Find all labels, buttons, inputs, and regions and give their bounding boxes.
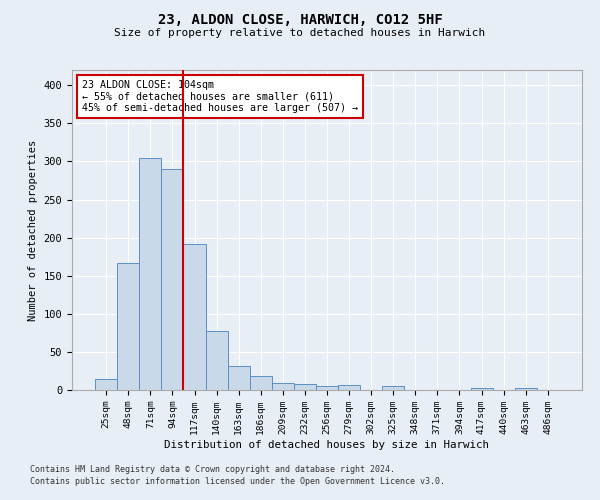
- Bar: [139, 158, 161, 390]
- Bar: [95, 378, 117, 390]
- Text: Size of property relative to detached houses in Harwich: Size of property relative to detached ho…: [115, 28, 485, 38]
- Bar: [272, 383, 294, 390]
- Text: 23 ALDON CLOSE: 104sqm
← 55% of detached houses are smaller (611)
45% of semi-de: 23 ALDON CLOSE: 104sqm ← 55% of detached…: [82, 80, 358, 113]
- Bar: [184, 244, 206, 390]
- Bar: [515, 388, 537, 390]
- Text: Contains public sector information licensed under the Open Government Licence v3: Contains public sector information licen…: [30, 476, 445, 486]
- Bar: [206, 332, 227, 390]
- Bar: [294, 384, 316, 390]
- Bar: [316, 386, 338, 390]
- Bar: [382, 386, 404, 390]
- X-axis label: Distribution of detached houses by size in Harwich: Distribution of detached houses by size …: [164, 440, 490, 450]
- Bar: [117, 263, 139, 390]
- Bar: [250, 376, 272, 390]
- Y-axis label: Number of detached properties: Number of detached properties: [28, 140, 38, 320]
- Text: 23, ALDON CLOSE, HARWICH, CO12 5HF: 23, ALDON CLOSE, HARWICH, CO12 5HF: [158, 12, 442, 26]
- Bar: [227, 366, 250, 390]
- Text: Contains HM Land Registry data © Crown copyright and database right 2024.: Contains HM Land Registry data © Crown c…: [30, 466, 395, 474]
- Bar: [338, 386, 360, 390]
- Bar: [161, 169, 184, 390]
- Bar: [470, 388, 493, 390]
